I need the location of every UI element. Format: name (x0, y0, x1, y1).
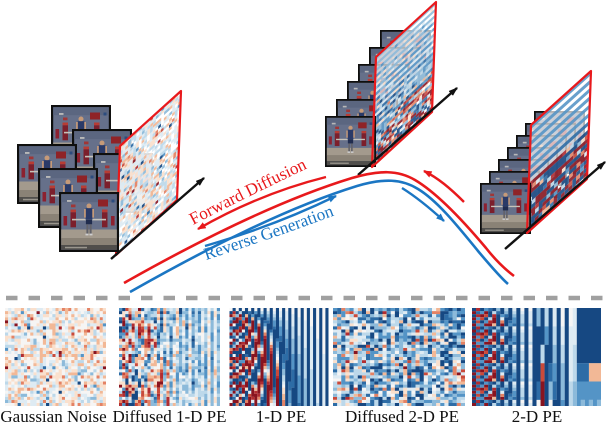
svg-text:2-D PE: 2-D PE (512, 407, 563, 426)
svg-text:Diffused 2-D PE: Diffused 2-D PE (345, 407, 459, 426)
svg-text:Gaussian Noise: Gaussian Noise (0, 407, 106, 426)
svg-text:1-D PE: 1-D PE (256, 407, 307, 426)
svg-text:Diffused 1-D PE: Diffused 1-D PE (113, 407, 227, 426)
